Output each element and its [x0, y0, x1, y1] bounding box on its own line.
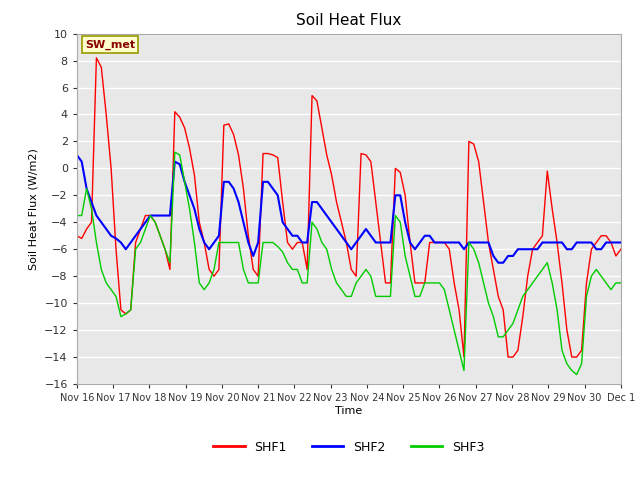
SHF3 [573, 372, 580, 377]
SHF2 [377, 240, 385, 245]
SHF3 [171, 149, 179, 155]
SHF2 [499, 260, 507, 265]
SHF2 [73, 152, 81, 158]
SHF1 [460, 354, 468, 360]
SHF3 [73, 213, 81, 218]
SHF3 [470, 246, 477, 252]
SHF1 [381, 280, 389, 286]
Line: SHF3: SHF3 [77, 152, 621, 374]
SHF3 [617, 280, 625, 286]
SHF3 [269, 240, 276, 245]
SHF2 [465, 240, 473, 245]
Text: SW_met: SW_met [85, 40, 135, 50]
X-axis label: Time: Time [335, 406, 362, 416]
SHF2 [617, 240, 625, 245]
SHF2 [602, 240, 610, 245]
Title: Soil Heat Flux: Soil Heat Flux [296, 13, 401, 28]
SHF1 [269, 152, 276, 158]
SHF1 [445, 246, 453, 252]
SHF1 [607, 240, 615, 245]
SHF1 [617, 246, 625, 252]
SHF3 [499, 334, 507, 340]
SHF2 [440, 240, 448, 245]
SHF3 [445, 307, 453, 313]
SHF1 [504, 354, 512, 360]
SHF3 [381, 293, 389, 300]
SHF3 [607, 287, 615, 292]
SHF1 [93, 55, 100, 61]
Line: SHF2: SHF2 [77, 155, 621, 263]
SHF1 [475, 159, 483, 165]
Legend: SHF1, SHF2, SHF3: SHF1, SHF2, SHF3 [209, 436, 489, 459]
Y-axis label: Soil Heat Flux (W/m2): Soil Heat Flux (W/m2) [29, 148, 38, 270]
Line: SHF1: SHF1 [77, 58, 621, 357]
SHF1 [73, 233, 81, 239]
SHF2 [264, 179, 272, 185]
SHF2 [495, 260, 502, 265]
